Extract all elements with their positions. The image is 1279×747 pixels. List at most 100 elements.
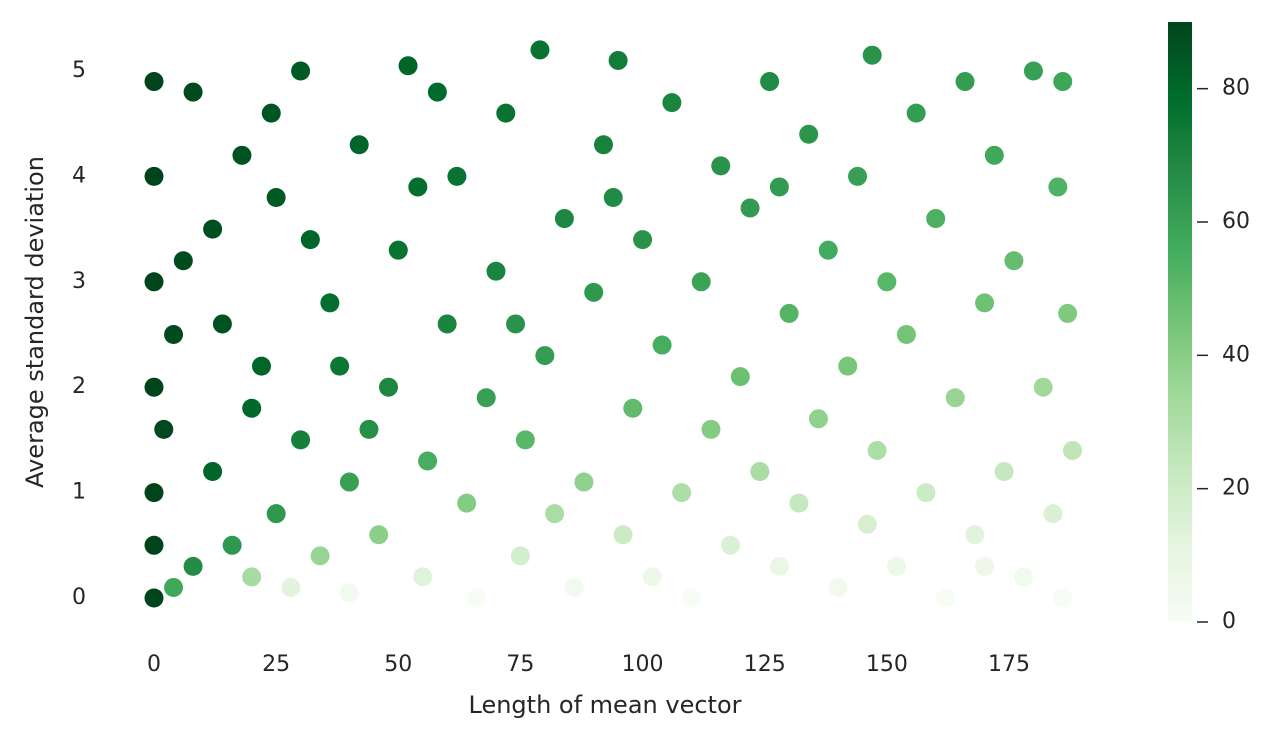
scatter-point — [379, 377, 399, 397]
scatter-point — [935, 588, 955, 608]
scatter-point — [144, 272, 164, 292]
scatter-point — [808, 409, 828, 429]
scatter-point — [975, 293, 995, 313]
scatter-point — [486, 261, 506, 281]
scatter-point — [266, 187, 286, 207]
y-tick-label: 0 — [72, 585, 86, 610]
scatter-point — [769, 556, 789, 576]
colorbar — [1168, 22, 1192, 622]
scatter-point — [887, 556, 907, 576]
scatter-point — [1048, 177, 1068, 197]
x-tick-label: 100 — [622, 652, 664, 677]
x-tick-label: 175 — [988, 652, 1030, 677]
scatter-point — [457, 493, 477, 513]
scatter-point — [862, 45, 882, 65]
scatter-point — [681, 588, 701, 608]
scatter-point — [183, 556, 203, 576]
scatter-point — [144, 72, 164, 92]
y-tick-label: 3 — [72, 269, 86, 294]
scatter-point — [828, 577, 848, 597]
scatter-point — [535, 346, 555, 366]
scatter-point — [339, 472, 359, 492]
scatter-point — [574, 472, 594, 492]
scatter-point — [232, 145, 252, 165]
scatter-point — [750, 462, 770, 482]
scatter-point — [623, 398, 643, 418]
scatter-point — [349, 135, 369, 155]
scatter-point — [642, 567, 662, 587]
scatter-point — [1058, 303, 1078, 323]
scatter-point — [510, 546, 530, 566]
x-tick-label: 150 — [866, 652, 908, 677]
scatter-point — [1033, 377, 1053, 397]
scatter-point — [447, 166, 467, 186]
scatter-point — [466, 588, 486, 608]
scatter-point — [281, 577, 301, 597]
scatter-point — [916, 483, 936, 503]
scatter-point — [339, 583, 359, 603]
scatter-point — [945, 388, 965, 408]
scatter-point — [515, 430, 535, 450]
scatter-point — [154, 419, 174, 439]
scatter-point — [330, 356, 350, 376]
scatter-point — [476, 388, 496, 408]
scatter-point — [437, 314, 457, 334]
scatter-point — [1004, 251, 1024, 271]
scatter-point — [1014, 567, 1034, 587]
scatter-point — [530, 40, 550, 60]
scatter-point — [857, 514, 877, 534]
scatter-point — [242, 398, 262, 418]
scatter-point — [593, 135, 613, 155]
x-axis-label: Length of mean vector — [469, 691, 742, 719]
scatter-point — [877, 272, 897, 292]
scatter-point — [1063, 440, 1083, 460]
scatter-point — [848, 166, 868, 186]
colorbar-tick-label: 20 — [1222, 476, 1250, 501]
scatter-point — [506, 314, 526, 334]
scatter-point — [496, 103, 516, 123]
scatter-point — [662, 93, 682, 113]
scatter-point — [164, 577, 184, 597]
y-tick-label: 5 — [72, 58, 86, 83]
scatter-point — [291, 430, 311, 450]
scatter-point — [1053, 72, 1073, 92]
scatter-point — [799, 124, 819, 144]
scatter-point — [867, 440, 887, 460]
y-tick-label: 2 — [72, 374, 86, 399]
scatter-point — [242, 567, 262, 587]
colorbar-tick-label: 60 — [1222, 209, 1250, 234]
scatter-point — [896, 325, 916, 344]
scatter-point — [564, 577, 584, 597]
scatter-point — [183, 82, 203, 102]
scatter-point — [369, 525, 389, 545]
scatter-point — [427, 82, 447, 102]
colorbar-tick-label: 40 — [1222, 342, 1250, 367]
y-axis-label: Average standard deviation — [21, 156, 49, 488]
scatter-point — [691, 272, 711, 292]
scatter-point — [613, 525, 633, 545]
scatter-point — [144, 166, 164, 186]
scatter-point — [730, 367, 750, 387]
scatter-point — [926, 209, 946, 229]
scatter-point — [554, 209, 574, 229]
scatter-point — [291, 61, 311, 81]
x-tick-label: 125 — [744, 652, 786, 677]
scatter-point — [310, 546, 330, 566]
scatter-point — [1023, 61, 1043, 81]
scatter-point — [164, 325, 184, 344]
scatter-point — [545, 504, 565, 524]
scatter-point — [633, 230, 653, 250]
scatter-point — [906, 103, 926, 123]
scatter-point — [779, 303, 799, 323]
scatter-point — [222, 535, 242, 555]
scatter-point — [173, 251, 193, 271]
scatter-point — [408, 177, 428, 197]
scatter-point — [359, 419, 379, 439]
scatter-point — [212, 314, 232, 334]
scatter-point — [251, 356, 271, 376]
scatter-point — [672, 483, 692, 503]
scatter-point — [701, 419, 721, 439]
scatter-point — [838, 356, 858, 376]
scatter-point — [203, 219, 223, 239]
